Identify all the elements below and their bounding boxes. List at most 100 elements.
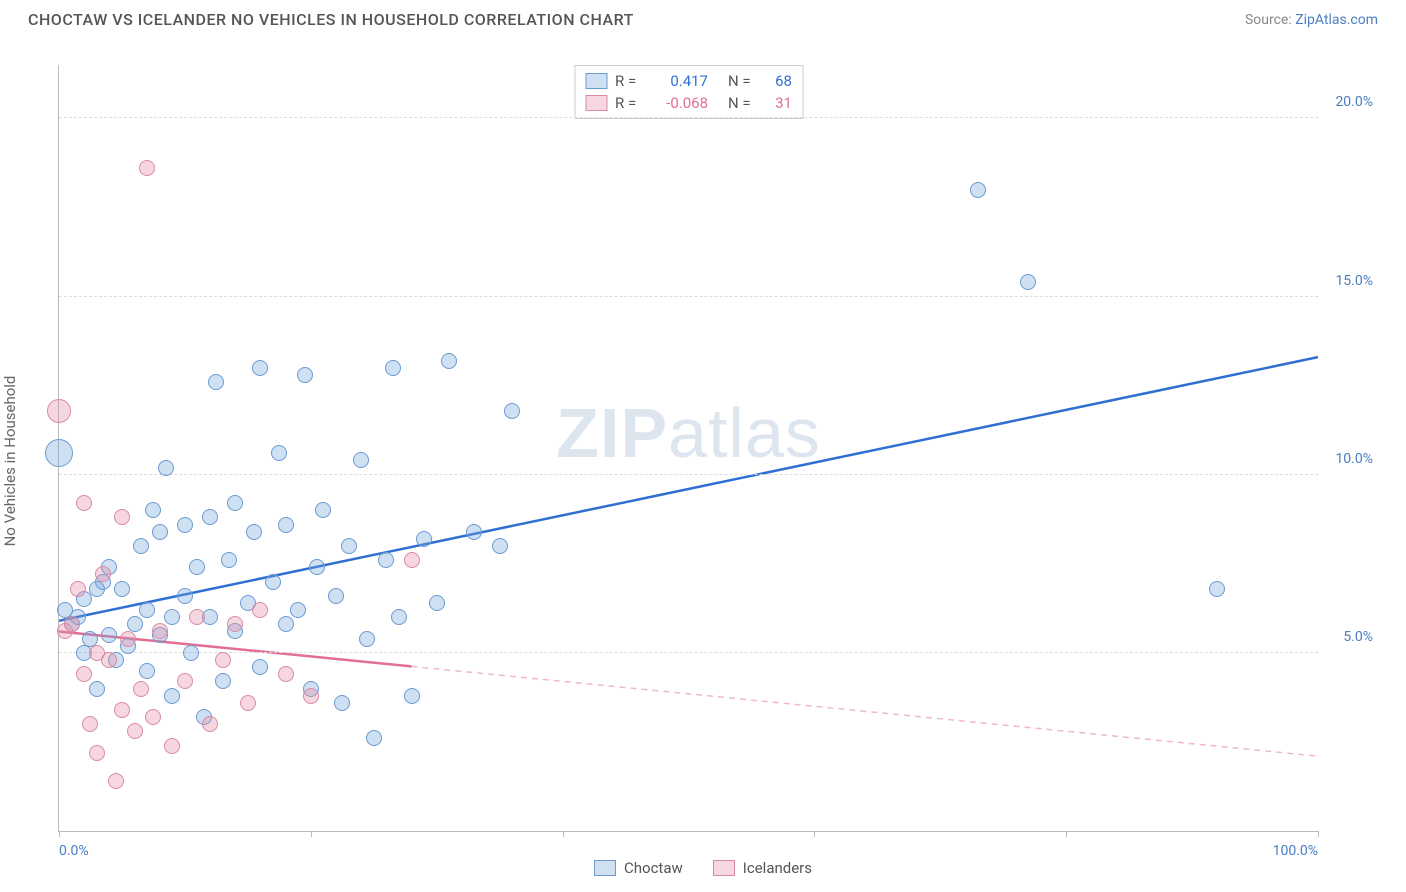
data-point-icelanders (101, 652, 117, 668)
legend-top-row-choctaw: R = 0.417 N = 68 (585, 70, 792, 92)
data-point-icelanders (145, 709, 161, 725)
data-point-choctaw (139, 663, 155, 679)
data-point-choctaw (328, 588, 344, 604)
data-point-choctaw (164, 688, 180, 704)
data-point-choctaw (1020, 274, 1036, 290)
legend-bottom-item-icelanders: Icelanders (713, 859, 812, 877)
legend-r-label: R = (615, 72, 645, 90)
watermark-light: atlas (668, 394, 821, 472)
legend-correlation: R = 0.417 N = 68R = -0.068 N = 31 (574, 65, 803, 119)
legend-n-label: N = (728, 72, 756, 90)
trend-lines (59, 65, 1318, 831)
source-link[interactable]: ZipAtlas.com (1295, 12, 1378, 28)
data-point-icelanders (114, 509, 130, 525)
data-point-choctaw (89, 681, 105, 697)
data-point-choctaw (391, 609, 407, 625)
y-tick-label: 5.0% (1343, 629, 1373, 645)
data-point-icelanders (139, 160, 155, 176)
gridline (59, 117, 1318, 118)
data-point-choctaw (271, 445, 287, 461)
data-point-choctaw (278, 517, 294, 533)
plot-area: ZIPatlas R =0.417N =68R =-0.068N =31 5.0… (58, 65, 1318, 832)
data-point-icelanders (120, 631, 136, 647)
legend-r-value: -0.068 (653, 94, 708, 112)
data-point-icelanders (95, 566, 111, 582)
data-point-choctaw (246, 524, 262, 540)
data-point-choctaw (492, 538, 508, 554)
y-axis-title: No Vehicles in Household (1, 376, 19, 547)
data-point-icelanders (47, 399, 71, 423)
chart-header: CHOCTAW VS ICELANDER NO VEHICLES IN HOUS… (0, 0, 1406, 37)
legend-swatch (713, 860, 735, 876)
data-point-choctaw (202, 509, 218, 525)
legend-swatch (594, 860, 616, 876)
data-point-choctaw (504, 403, 520, 419)
data-point-choctaw (183, 645, 199, 661)
x-tick (311, 831, 312, 837)
data-point-icelanders (152, 623, 168, 639)
data-point-icelanders (127, 723, 143, 739)
data-point-choctaw (252, 360, 268, 376)
data-point-choctaw (139, 602, 155, 618)
legend-top-row-icelanders: R =-0.068N =31 (585, 92, 792, 114)
legend-label: Choctaw (624, 859, 683, 877)
legend-bottom-item-choctaw: Choctaw (594, 859, 683, 877)
data-point-choctaw (208, 374, 224, 390)
data-point-choctaw (133, 538, 149, 554)
data-point-icelanders (227, 616, 243, 632)
trendline-icelanders-extrapolated (412, 666, 1318, 756)
data-point-choctaw (416, 531, 432, 547)
x-tick-label: 100.0% (1273, 843, 1318, 859)
data-point-choctaw (334, 695, 350, 711)
data-point-icelanders (114, 702, 130, 718)
data-point-choctaw (1209, 581, 1225, 597)
legend-swatch (585, 95, 607, 111)
watermark-bold: ZIP (556, 394, 668, 472)
data-point-choctaw (177, 588, 193, 604)
data-point-choctaw (341, 538, 357, 554)
data-point-choctaw (252, 659, 268, 675)
legend-n-value: 31 (764, 94, 792, 112)
x-tick (1318, 831, 1319, 837)
legend-r-value: 0.417 (653, 72, 708, 90)
data-point-choctaw (466, 524, 482, 540)
data-point-icelanders (64, 616, 80, 632)
data-point-choctaw (441, 353, 457, 369)
data-point-icelanders (70, 581, 86, 597)
data-point-choctaw (189, 559, 205, 575)
data-point-choctaw (359, 631, 375, 647)
legend-series: Choctaw Icelanders (594, 859, 812, 877)
data-point-choctaw (177, 517, 193, 533)
data-point-icelanders (303, 688, 319, 704)
data-point-icelanders (252, 602, 268, 618)
y-tick-label: 15.0% (1335, 273, 1373, 289)
data-point-icelanders (133, 681, 149, 697)
data-point-icelanders (278, 666, 294, 682)
data-point-icelanders (240, 695, 256, 711)
data-point-icelanders (82, 716, 98, 732)
data-point-choctaw (158, 460, 174, 476)
data-point-choctaw (114, 581, 130, 597)
data-point-icelanders (108, 773, 124, 789)
data-point-choctaw (221, 552, 237, 568)
data-point-choctaw (152, 524, 168, 540)
data-point-choctaw (404, 688, 420, 704)
data-point-choctaw (164, 609, 180, 625)
chart-source: Source: ZipAtlas.com (1245, 12, 1378, 28)
legend-n-value: 68 (764, 72, 792, 90)
legend-label: Icelanders (743, 859, 812, 877)
x-tick (814, 831, 815, 837)
gridline (59, 652, 1318, 653)
x-tick-label: 0.0% (59, 843, 89, 859)
x-tick (1066, 831, 1067, 837)
data-point-icelanders (215, 652, 231, 668)
legend-n-label: N = (728, 94, 756, 112)
data-point-choctaw (145, 502, 161, 518)
data-point-choctaw (278, 616, 294, 632)
chart-title: CHOCTAW VS ICELANDER NO VEHICLES IN HOUS… (28, 10, 634, 29)
data-point-choctaw (315, 502, 331, 518)
data-point-choctaw (101, 627, 117, 643)
data-point-choctaw (378, 552, 394, 568)
x-tick (563, 831, 564, 837)
data-point-choctaw (215, 673, 231, 689)
